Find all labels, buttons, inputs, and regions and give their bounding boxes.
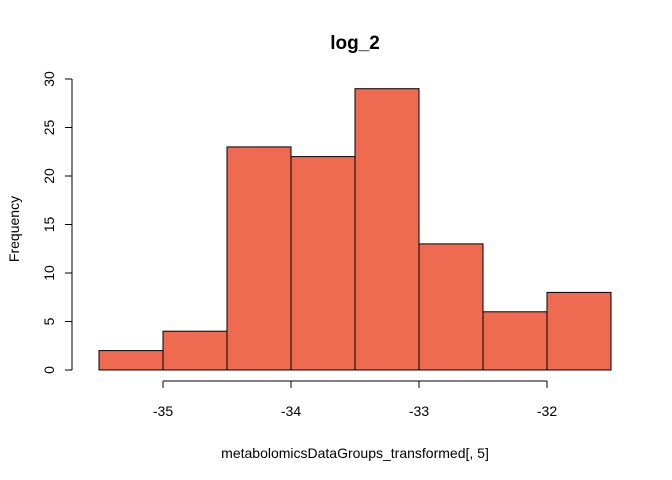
x-tick-label: -35 <box>153 403 173 419</box>
histogram-bar <box>482 311 548 371</box>
y-tick-label: 5 <box>41 317 57 325</box>
chart-title: log_2 <box>330 33 380 54</box>
y-tick-label: 0 <box>41 366 57 374</box>
x-axis: -35 -34 -33 -32 <box>153 380 557 419</box>
histogram-bar <box>226 146 292 371</box>
y-tick-label: 20 <box>41 168 57 184</box>
y-tick-label: 30 <box>41 71 57 87</box>
histogram-bar <box>290 156 356 371</box>
x-tick-label: -34 <box>281 403 301 419</box>
y-tick-label: 25 <box>41 120 57 136</box>
histogram-bar <box>418 243 484 371</box>
x-axis-label: metabolomicsDataGroups_transformed[, 5] <box>221 445 489 461</box>
histogram-bar <box>354 88 420 371</box>
y-axis-label: Frequency <box>6 196 22 262</box>
histogram-bar <box>98 350 164 371</box>
bars-group <box>98 88 612 371</box>
x-tick-label: -32 <box>537 403 557 419</box>
histogram-bar <box>162 330 228 371</box>
y-tick-label: 10 <box>41 265 57 281</box>
y-axis: 0 5 10 15 20 25 30 <box>41 71 73 374</box>
y-tick-label: 15 <box>41 217 57 233</box>
histogram-bar <box>546 291 612 371</box>
x-tick-label: -33 <box>409 403 429 419</box>
